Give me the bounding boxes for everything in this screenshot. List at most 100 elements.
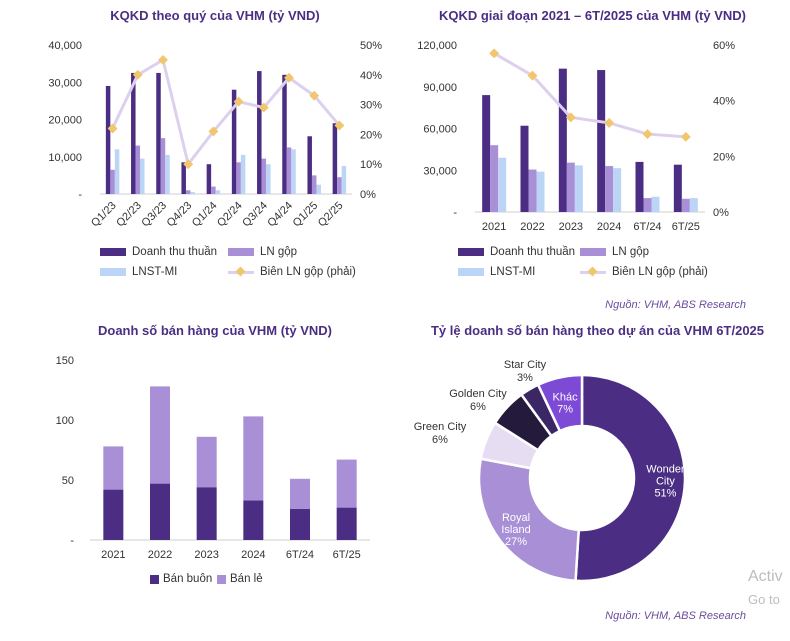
- bar-gross-profit: [286, 147, 292, 194]
- y-tick-label: 50: [62, 475, 74, 487]
- legend-item-npat: LNST-MI: [458, 266, 535, 278]
- bar-revenue: [282, 74, 287, 194]
- bar-npat: [613, 168, 622, 212]
- bar-gross-profit: [566, 162, 575, 212]
- y2-tick-label: 20%: [713, 151, 735, 163]
- slice-label: 27%: [505, 536, 527, 548]
- x-tick-label: Q4/24: [265, 200, 295, 230]
- slice-khác: [536, 373, 584, 433]
- bar-revenue: [181, 162, 186, 194]
- gross-margin-point: [233, 96, 244, 107]
- x-tick-label: Q1/24: [190, 200, 220, 230]
- bar-revenue: [332, 123, 338, 194]
- legend-period: Doanh thu thuần LN gộp LNST-MI Biên LN g…: [458, 246, 758, 286]
- x-tick-label: 2021: [101, 549, 125, 561]
- bar-npat: [316, 184, 321, 194]
- bar-npat: [140, 158, 145, 194]
- bar-revenue: [307, 136, 312, 194]
- slice-label: Royal: [502, 512, 530, 524]
- gross-margin-point: [208, 126, 219, 137]
- bar-gross-profit: [261, 158, 267, 194]
- bar-retail: [243, 416, 264, 501]
- x-tick-label: Q4/23: [165, 200, 195, 230]
- bar-npat: [574, 165, 583, 212]
- bar-npat: [114, 149, 120, 194]
- bar-npat: [190, 192, 195, 194]
- bar-wholesale: [290, 508, 310, 540]
- slice-label: Green City: [414, 421, 467, 433]
- chart-title-sales: Doanh số bán hàng của VHM (tỷ VND): [97, 323, 332, 338]
- legend-item-wholesale: Bán buôn: [150, 573, 212, 585]
- bar-wholesale: [243, 500, 264, 540]
- x-tick-label: 6T/24: [286, 549, 314, 561]
- y-tick-label: 40,000: [48, 40, 82, 52]
- source-note-top: Nguồn: VHM, ABS Research: [605, 299, 746, 311]
- x-tick-label: 2024: [241, 549, 265, 561]
- legend-item-npat: LNST-MI: [100, 266, 177, 278]
- y2-tick-label: 0%: [360, 189, 376, 201]
- slice-label: 7%: [557, 403, 573, 415]
- legend-item-retail: Bán lẻ: [217, 573, 263, 585]
- x-tick-label: 6T/25: [333, 549, 361, 561]
- bar-revenue: [131, 72, 136, 194]
- x-tick-label: Q1/23: [89, 200, 119, 230]
- bar-retail: [103, 446, 124, 490]
- source-note-bottom: Nguồn: VHM, ABS Research: [605, 610, 746, 622]
- bar-gross-profit: [605, 166, 614, 212]
- x-tick-label: 2023: [194, 549, 218, 561]
- slice-label: Star City: [504, 359, 547, 371]
- bar-gross-profit: [185, 190, 191, 194]
- bar-wholesale: [103, 489, 124, 540]
- slice-label: Golden City: [449, 388, 507, 400]
- bar-gross-profit: [211, 186, 216, 194]
- legend-item-revenue: Doanh thu thuần: [458, 246, 575, 258]
- bar-gross-profit: [160, 138, 166, 194]
- gross-margin-point: [642, 129, 653, 140]
- chart-period: - 30,000 60,000 90,000 120,000 0% 20% 40% 60% 202…: [417, 40, 735, 233]
- legend-sales: Bán buôn Bán lẻ: [150, 573, 350, 589]
- y-tick-label: 150: [56, 355, 74, 367]
- x-tick-label: 6T/25: [672, 221, 700, 233]
- legend-item-gross-profit: LN gộp: [228, 246, 297, 258]
- chart-title-period: KQKD giai đoạn 2021 – 6T/2025 của VHM (t…: [438, 8, 747, 23]
- bar-gross-profit: [643, 198, 652, 212]
- y-tick-label: 100: [56, 415, 74, 427]
- y-tick-label: 30,000: [48, 77, 82, 89]
- y2-tick-label: 40%: [713, 96, 735, 108]
- bar-gross-profit: [236, 162, 241, 194]
- x-tick-label: 2024: [597, 221, 621, 233]
- x-tick-label: 2021: [482, 221, 506, 233]
- bar-wholesale: [336, 507, 357, 540]
- slice-label: 3%: [517, 372, 533, 384]
- y-tick-label: 10,000: [48, 152, 82, 164]
- y-tick-label: -: [70, 535, 74, 547]
- gross-margin-point: [107, 123, 118, 134]
- legend-item-gross-margin: Biên LN gộp (phải): [580, 266, 708, 278]
- slice-label: Khác: [553, 391, 579, 403]
- bar-npat: [240, 154, 246, 194]
- bar-revenue: [156, 72, 161, 194]
- y-tick-label: -: [78, 189, 82, 201]
- chart-sales: - 50 100 150 2021 2022 2023 2024 6T/24 6T/25: [56, 355, 370, 561]
- chart-quarterly: - 10,000 20,000 30,000 40,000 0% 10% 20% 30% 40% 5…: [48, 40, 382, 230]
- y-tick-label: 30,000: [423, 165, 457, 177]
- y2-tick-label: 50%: [360, 40, 382, 52]
- slice-label: 51%: [654, 488, 676, 500]
- bar-gross-profit: [528, 169, 537, 212]
- y2-tick-label: 30%: [360, 100, 382, 112]
- y-tick-label: -: [453, 207, 457, 219]
- legend-item-revenue: Doanh thu thuần: [100, 246, 217, 258]
- bar-npat: [651, 196, 660, 212]
- bar-npat: [689, 198, 698, 212]
- bar-revenue: [257, 71, 262, 194]
- bar-revenue: [558, 68, 567, 213]
- bar-retail: [290, 478, 310, 509]
- y-tick-label: 20,000: [48, 115, 82, 127]
- bar-npat: [266, 164, 271, 194]
- x-tick-label: Q2/23: [114, 200, 144, 230]
- legend-item-gross-margin: Biên LN gộp (phải): [228, 266, 356, 278]
- gross-margin-point: [527, 70, 538, 81]
- gross-margin-line: [493, 52, 686, 139]
- gross-margin-point: [158, 54, 168, 65]
